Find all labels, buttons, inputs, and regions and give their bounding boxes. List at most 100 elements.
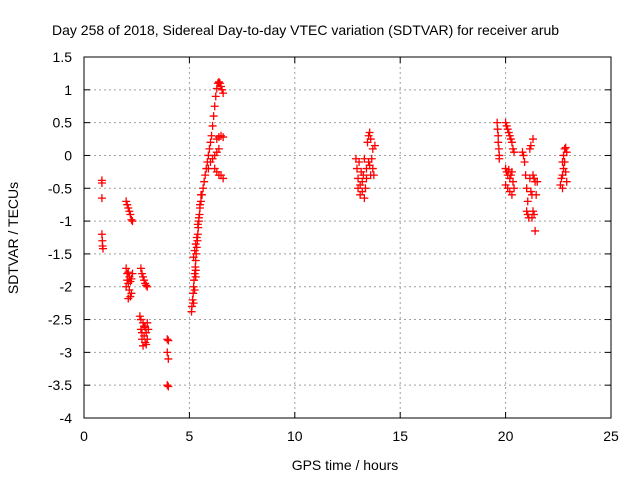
data-point [219, 89, 228, 98]
axis-ticks [83, 56, 612, 419]
y-tick-label: -1.5 [48, 246, 72, 262]
data-point [143, 335, 152, 344]
data-point [98, 244, 107, 253]
data-point [562, 148, 571, 157]
data-point [189, 253, 198, 262]
data-point [366, 135, 375, 144]
y-tick-label: -2 [60, 279, 73, 295]
data-point [195, 200, 204, 209]
data-point [126, 210, 135, 219]
data-point [199, 184, 208, 193]
data-point [219, 133, 228, 142]
data-point [163, 381, 172, 390]
data-point [355, 158, 364, 167]
data-point [191, 240, 200, 249]
y-tick-label: -4 [60, 410, 73, 426]
data-point [352, 164, 361, 173]
data-point [193, 220, 202, 229]
data-point [142, 281, 151, 290]
data-point [510, 148, 519, 157]
data-point [510, 184, 519, 193]
data-point [190, 246, 199, 255]
data-point [124, 294, 133, 303]
data-point [358, 177, 367, 186]
data-point [209, 112, 218, 121]
plot-frame [83, 56, 612, 419]
x-tick-label: 20 [498, 428, 514, 444]
data-point [143, 282, 152, 291]
data-point [519, 151, 528, 160]
data-point [127, 215, 136, 224]
data-point [507, 190, 516, 199]
data-point [97, 179, 106, 188]
data-point [210, 102, 219, 111]
data-point [354, 174, 363, 183]
grid [84, 57, 611, 418]
data-points [97, 77, 571, 391]
data-point [558, 184, 567, 193]
data-point [196, 190, 205, 199]
data-point [207, 131, 216, 140]
data-point [561, 143, 570, 152]
data-point [143, 318, 152, 327]
data-point [127, 289, 136, 298]
data-point [362, 174, 371, 183]
data-point [189, 299, 198, 308]
data-point [192, 233, 201, 242]
data-point [522, 184, 531, 193]
data-point [561, 167, 570, 176]
tick-labels: 0 5 10 15 20 25 -4 -3.5 -3 -2.5 -2 -1.5 -1 -0.5 0 0.5 1 1… [48, 49, 619, 444]
data-point [560, 158, 569, 167]
data-point [200, 177, 209, 186]
data-point [501, 180, 510, 189]
data-point [214, 144, 223, 153]
data-point [521, 171, 530, 180]
y-tick-label: 0 [64, 147, 72, 163]
data-point [367, 154, 376, 163]
data-point [211, 92, 220, 101]
x-tick-label: 5 [186, 428, 194, 444]
data-point [128, 269, 137, 278]
data-point [520, 158, 529, 167]
data-point [532, 190, 541, 199]
data-point [163, 335, 172, 344]
data-point [164, 336, 173, 345]
x-axis-label: GPS time / hours [292, 457, 399, 473]
y-tick-label: 1.5 [53, 49, 73, 65]
data-point [527, 213, 536, 222]
data-point [369, 171, 378, 180]
x-tick-label: 0 [80, 428, 88, 444]
x-tick-label: 10 [287, 428, 303, 444]
data-point [208, 121, 217, 130]
data-point [529, 135, 538, 144]
data-point [495, 154, 504, 163]
data-point [206, 138, 215, 147]
data-point [97, 194, 106, 203]
data-point [360, 154, 369, 163]
data-point [562, 177, 571, 186]
data-point [144, 325, 153, 334]
data-point [526, 141, 535, 150]
data-point [507, 138, 516, 147]
data-point [128, 217, 137, 226]
data-point [201, 171, 210, 180]
data-point [370, 141, 379, 150]
data-point [122, 264, 131, 273]
y-axis-label: SDTVAR / TECUs [5, 182, 21, 294]
data-point [212, 84, 221, 93]
data-point [533, 177, 542, 186]
data-point [360, 194, 369, 203]
data-point [219, 174, 228, 183]
data-point [164, 382, 173, 391]
data-point [531, 226, 540, 235]
data-point [507, 167, 516, 176]
data-point [127, 274, 136, 283]
data-point [214, 77, 223, 86]
y-tick-label: -0.5 [48, 180, 72, 196]
y-tick-label: -3.5 [48, 377, 72, 393]
x-tick-label: 15 [392, 428, 408, 444]
data-point [190, 286, 199, 295]
data-point [124, 268, 133, 277]
data-point [142, 340, 151, 349]
